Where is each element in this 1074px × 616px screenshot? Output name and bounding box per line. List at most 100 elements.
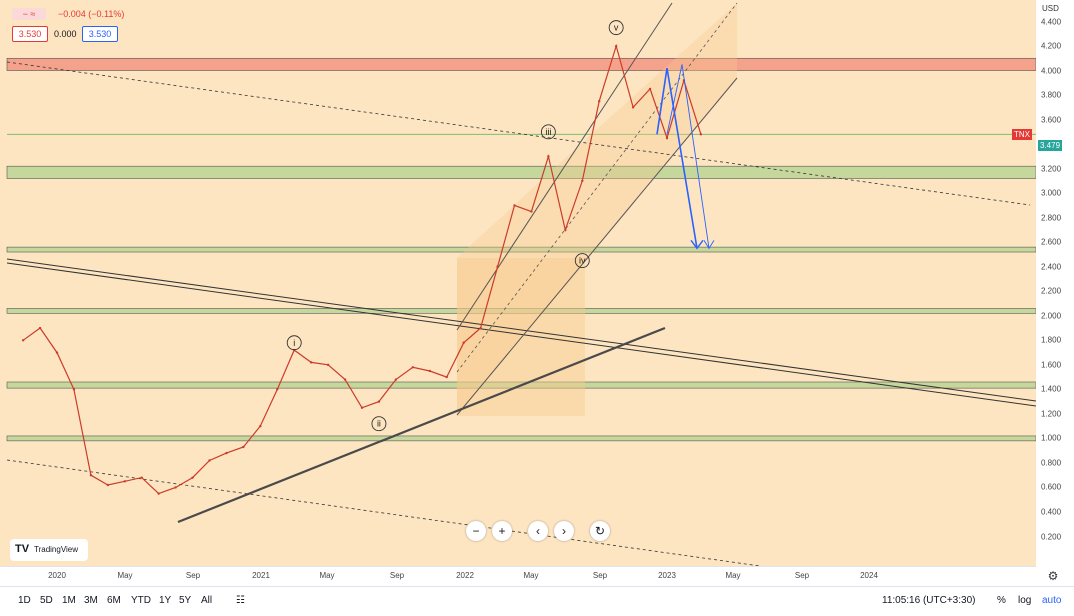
support-trendline bbox=[177, 326, 666, 524]
range-all-button[interactable]: All bbox=[201, 595, 213, 606]
time-tick-label: Sep bbox=[794, 571, 810, 580]
symbol-chip[interactable]: − ≈ bbox=[12, 8, 46, 20]
time-tick-label: 2022 bbox=[456, 571, 474, 580]
price-point bbox=[428, 369, 431, 373]
price-point bbox=[581, 179, 584, 183]
price-point bbox=[89, 473, 93, 477]
price-tick-label: 0.200 bbox=[1041, 532, 1062, 541]
time-tick-label: 2020 bbox=[48, 571, 66, 580]
price-tick-label: 2.400 bbox=[1041, 262, 1062, 272]
price-tick-label: 4.000 bbox=[1041, 66, 1062, 76]
date-range-icon[interactable]: ☷ bbox=[236, 595, 245, 606]
time-tick-label: 2024 bbox=[860, 571, 878, 580]
wave-label-circle-iv bbox=[574, 253, 590, 269]
price-tick-label: 1.000 bbox=[1041, 433, 1062, 443]
scroll-left-button[interactable]: ‹ bbox=[528, 521, 548, 541]
clock: 11:05:16 (UTC+3:30) bbox=[882, 595, 976, 606]
time-tick-label: May bbox=[725, 571, 741, 580]
ascending-channel-upper bbox=[456, 2, 673, 331]
price-point bbox=[140, 476, 143, 479]
price-point bbox=[377, 400, 381, 403]
auto-scale-button[interactable]: auto bbox=[1042, 595, 1062, 606]
zoom-in-button[interactable]: + bbox=[492, 521, 512, 541]
price-point bbox=[343, 378, 347, 381]
price-point bbox=[191, 476, 194, 479]
range-5y-button[interactable]: 5Y bbox=[179, 595, 192, 606]
wave-label-i: i bbox=[293, 338, 295, 348]
wave-label-circle-ii bbox=[371, 416, 387, 432]
price-tick-label: 4.200 bbox=[1041, 41, 1062, 51]
channel-line-b bbox=[6, 262, 1036, 407]
reset-chart-button[interactable]: ↻ bbox=[590, 521, 610, 541]
bottom-toolbar: 1D 5D 1M 3M 6M YTD 1Y 5Y All ☷ 11:05:16 … bbox=[0, 586, 1074, 616]
price-point bbox=[208, 459, 211, 462]
price-tick-label: 2.800 bbox=[1041, 213, 1062, 223]
price-point bbox=[530, 210, 533, 213]
range-6m-button[interactable]: 6M bbox=[107, 595, 121, 606]
price-point bbox=[157, 492, 160, 495]
dashed-trendline-upper bbox=[6, 61, 1031, 206]
price-tick-label: 3.800 bbox=[1041, 90, 1062, 100]
price-change: −0.004 (−0.11%) bbox=[58, 9, 125, 19]
forecast-arrow-secondary bbox=[666, 64, 710, 249]
tradingview-icon: TV bbox=[15, 543, 30, 555]
price-tick-label: 3.600 bbox=[1041, 115, 1062, 125]
resistance-zone-0 bbox=[6, 57, 1036, 71]
buy-button[interactable]: 3.530 bbox=[82, 26, 118, 42]
chart-plot-area[interactable]: i ii iii iv v − ≈ −0.004 (−0.11%) 3.530 0.00… bbox=[0, 0, 1037, 566]
forecast-arrowhead-secondary bbox=[703, 240, 715, 250]
scroll-right-button[interactable]: › bbox=[554, 521, 574, 541]
logo-text: TradingView bbox=[34, 545, 79, 554]
range-1y-button[interactable]: 1Y bbox=[159, 595, 172, 606]
price-point bbox=[513, 204, 516, 207]
ascending-channel-mid bbox=[456, 2, 738, 373]
forecast-arrowhead-primary bbox=[690, 239, 704, 250]
price-point bbox=[496, 265, 499, 268]
price-tick-label: 2.200 bbox=[1041, 286, 1062, 296]
support-zone-5 bbox=[6, 435, 1036, 442]
range-1m-button[interactable]: 1M bbox=[62, 595, 76, 606]
wave-label-iv: iv bbox=[579, 256, 586, 266]
range-1d-button[interactable]: 1D bbox=[18, 595, 31, 606]
price-point bbox=[462, 341, 465, 344]
price-tick-label: 4.400 bbox=[1041, 17, 1062, 26]
tradingview-logo[interactable]: TV TradingView bbox=[10, 539, 88, 561]
price-axis[interactable]: USD 4.4004.2004.0003.8003.6003.4003.2003… bbox=[1036, 0, 1074, 566]
price-point bbox=[614, 44, 618, 48]
range-3m-button[interactable]: 3M bbox=[84, 595, 98, 606]
sell-button[interactable]: 3.530 bbox=[12, 26, 48, 42]
time-axis[interactable]: 2020 May Sep 2021 May Sep 2022 May Sep 2023 May Sep… bbox=[0, 566, 1036, 587]
price-tick-label: 1.600 bbox=[1041, 360, 1062, 370]
price-point bbox=[123, 480, 126, 483]
log-scale-button[interactable]: log bbox=[1018, 595, 1032, 606]
ascending-channel-lower bbox=[456, 77, 738, 416]
price-point bbox=[360, 406, 364, 409]
range-5d-button[interactable]: 5D bbox=[40, 595, 53, 606]
price-point bbox=[394, 378, 398, 381]
wave-label-iii: iii bbox=[545, 127, 551, 137]
price-tick-label: 0.400 bbox=[1041, 507, 1062, 517]
range-ytd-button[interactable]: YTD bbox=[131, 595, 151, 606]
price-point bbox=[648, 87, 652, 91]
time-tick-label: May bbox=[319, 571, 335, 580]
price-point bbox=[309, 361, 313, 364]
settings-gear-icon[interactable]: ⚙ bbox=[1047, 569, 1059, 583]
spread-value: 0.000 bbox=[54, 29, 77, 39]
price-tick-label: 2.600 bbox=[1041, 237, 1062, 247]
price-tick-label: 1.200 bbox=[1041, 409, 1062, 419]
zoom-out-button[interactable]: − bbox=[466, 521, 486, 541]
price-point bbox=[479, 326, 482, 330]
price-point bbox=[225, 451, 228, 455]
wave-label-circle-iii bbox=[540, 124, 556, 140]
percent-scale-button[interactable]: % bbox=[997, 595, 1006, 606]
price-point bbox=[21, 339, 25, 342]
time-tick-label: Sep bbox=[389, 571, 405, 580]
price-tick-label: 3.000 bbox=[1041, 188, 1062, 198]
price-point bbox=[259, 424, 262, 428]
forecast-arrow-primary bbox=[656, 67, 698, 249]
time-tick-label: Sep bbox=[185, 571, 201, 580]
price-point bbox=[564, 228, 567, 232]
price-point bbox=[174, 486, 177, 489]
